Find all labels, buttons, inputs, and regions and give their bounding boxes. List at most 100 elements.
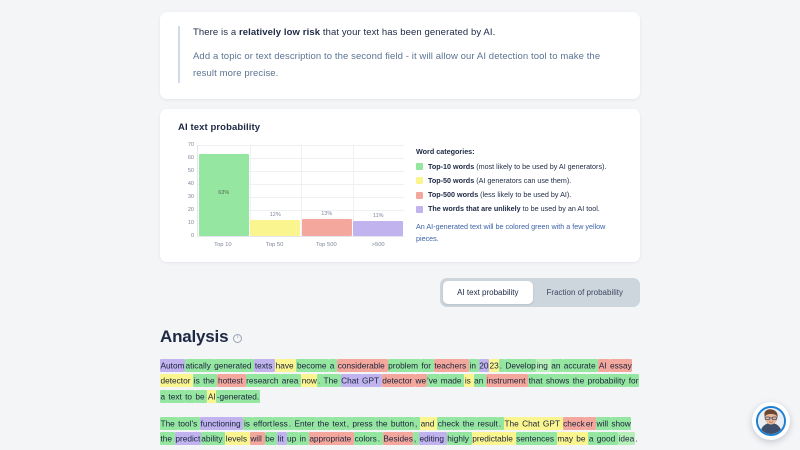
bar[interactable]: 63% bbox=[198, 153, 249, 236]
bar[interactable]: 12% bbox=[250, 212, 301, 236]
highlighted-token[interactable]: . bbox=[288, 417, 294, 431]
highlighted-token[interactable]: idea bbox=[618, 432, 635, 446]
tab-ai-text-probability[interactable]: AI text probability bbox=[443, 280, 533, 304]
highlighted-token[interactable]: shows bbox=[545, 374, 573, 388]
highlighted-token[interactable]: Chat bbox=[521, 417, 543, 431]
highlighted-token[interactable]: be bbox=[264, 432, 278, 446]
highlighted-token[interactable]: colors bbox=[354, 432, 378, 446]
highlighted-token[interactable]: highly bbox=[446, 432, 472, 446]
highlighted-token[interactable]: have bbox=[275, 359, 297, 372]
highlighted-token[interactable]: the bbox=[572, 374, 588, 388]
highlighted-token[interactable]: will bbox=[596, 417, 611, 431]
highlighted-token[interactable]: instrument bbox=[486, 374, 529, 388]
highlighted-token[interactable]: that bbox=[528, 374, 546, 388]
highlighted-token[interactable]: Chat bbox=[340, 374, 362, 388]
highlighted-token[interactable]: . bbox=[317, 374, 324, 388]
highlighted-token[interactable]: in bbox=[299, 432, 309, 446]
highlighted-token[interactable]: . bbox=[377, 432, 383, 446]
highlighted-token[interactable]: hottest bbox=[217, 374, 246, 388]
highlighted-token[interactable]: become bbox=[296, 359, 330, 372]
highlighted-token[interactable]: result bbox=[477, 417, 499, 431]
highlighted-token[interactable]: The bbox=[160, 417, 178, 431]
highlighted-token[interactable]: , bbox=[346, 417, 352, 431]
highlighted-token[interactable]: functioning bbox=[200, 417, 244, 431]
highlighted-token[interactable]: the bbox=[375, 417, 391, 431]
highlighted-token[interactable]: teachers bbox=[433, 359, 469, 372]
highlighted-token[interactable]: problem bbox=[387, 359, 421, 372]
highlighted-token[interactable]: The bbox=[503, 417, 522, 431]
highlighted-token[interactable]: Autom bbox=[160, 359, 185, 372]
highlighted-token[interactable]: in bbox=[469, 359, 479, 372]
highlighted-token[interactable]: the bbox=[202, 374, 218, 388]
highlighted-token[interactable]: 20 bbox=[478, 359, 489, 372]
highlighted-token[interactable]: an bbox=[550, 359, 564, 372]
highlighted-token[interactable]: er bbox=[585, 417, 597, 431]
highlighted-token[interactable]: be bbox=[194, 389, 208, 403]
highlighted-token[interactable]: levels bbox=[225, 432, 250, 446]
highlighted-token[interactable]: check bbox=[562, 417, 586, 431]
highlighted-token[interactable]: a bbox=[588, 432, 597, 446]
highlighted-token[interactable]: a bbox=[329, 359, 338, 372]
highlighted-token[interactable]: for bbox=[628, 374, 639, 388]
tab-fraction-of-probability[interactable]: Fraction of probability bbox=[546, 287, 623, 297]
highlighted-token[interactable]: research bbox=[245, 374, 282, 388]
highlighted-token[interactable]: check bbox=[437, 417, 463, 431]
highlighted-token[interactable]: texts bbox=[254, 359, 276, 372]
highlighted-token[interactable]: tool's bbox=[177, 417, 201, 431]
highlighted-token[interactable]: for bbox=[420, 359, 434, 372]
highlighted-token[interactable]: the bbox=[317, 417, 332, 431]
highlighted-token[interactable]: 23 bbox=[489, 359, 500, 372]
info-icon[interactable] bbox=[233, 334, 243, 343]
highlighted-token[interactable]: text bbox=[331, 417, 347, 431]
bar[interactable]: 13% bbox=[301, 211, 352, 236]
highlighted-token[interactable]: now bbox=[301, 374, 318, 388]
highlighted-token[interactable]: ability bbox=[200, 432, 226, 446]
highlighted-token[interactable]: an bbox=[473, 374, 487, 388]
highlighted-token[interactable]: detector bbox=[160, 374, 194, 388]
highlighted-token[interactable]: AI bbox=[207, 389, 217, 403]
highlighted-token[interactable]: press bbox=[351, 417, 376, 431]
highlighted-token[interactable]: will bbox=[249, 432, 265, 446]
highlighted-token[interactable]: . bbox=[498, 417, 504, 431]
highlighted-token[interactable]: made bbox=[440, 374, 465, 388]
highlighted-token[interactable]: show bbox=[610, 417, 632, 431]
chart-mode-tabs[interactable]: AI text probability Fraction of probabili… bbox=[440, 277, 640, 307]
highlighted-token[interactable]: 've bbox=[426, 374, 441, 388]
highlighted-token[interactable]: ing bbox=[536, 359, 551, 372]
highlighted-token[interactable]: we bbox=[415, 374, 427, 388]
highlighted-token[interactable]: atically bbox=[184, 359, 214, 372]
highlighted-token[interactable]: button bbox=[390, 417, 415, 431]
highlighted-token[interactable]: considerable bbox=[337, 359, 388, 372]
highlighted-token[interactable]: is bbox=[193, 374, 203, 388]
highlighted-token[interactable]: and bbox=[420, 417, 438, 431]
highlighted-token[interactable]: to bbox=[184, 389, 195, 403]
highlighted-token[interactable]: . bbox=[635, 433, 638, 444]
highlighted-token[interactable]: a bbox=[160, 389, 168, 403]
highlighted-token[interactable]: effort bbox=[252, 417, 273, 431]
highlighted-token[interactable]: Enter bbox=[293, 417, 318, 431]
highlighted-token[interactable]: probability bbox=[587, 374, 629, 388]
highlighted-token[interactable]: area bbox=[281, 374, 302, 388]
highlighted-token[interactable]: is bbox=[464, 374, 474, 388]
highlighted-token[interactable]: essay bbox=[609, 359, 633, 372]
highlighted-token[interactable]: GPT bbox=[542, 417, 563, 431]
highlighted-token[interactable]: sentences bbox=[515, 432, 557, 446]
highlighted-token[interactable]: , bbox=[413, 432, 420, 446]
highlighted-token[interactable]: good bbox=[596, 432, 619, 446]
highlighted-token[interactable]: . bbox=[499, 359, 505, 372]
highlighted-token[interactable]: -generated. bbox=[216, 389, 260, 403]
highlighted-token[interactable]: AI bbox=[598, 359, 610, 372]
highlighted-token[interactable]: up bbox=[286, 432, 300, 446]
highlighted-token[interactable]: Besides bbox=[382, 432, 414, 446]
highlighted-token[interactable]: , bbox=[414, 417, 421, 431]
highlighted-token[interactable]: Develop bbox=[504, 359, 537, 372]
highlighted-token[interactable]: predict bbox=[174, 432, 201, 446]
highlighted-token[interactable]: predictable bbox=[471, 432, 516, 446]
highlighted-token[interactable]: be bbox=[575, 432, 589, 446]
highlighted-token[interactable]: less bbox=[272, 417, 289, 431]
highlighted-token[interactable]: appropriate bbox=[308, 432, 355, 446]
support-chat-button[interactable] bbox=[752, 402, 790, 440]
highlighted-token[interactable]: generated bbox=[213, 359, 255, 372]
highlighted-token[interactable]: the bbox=[160, 432, 175, 446]
highlighted-token[interactable]: is bbox=[243, 417, 253, 431]
